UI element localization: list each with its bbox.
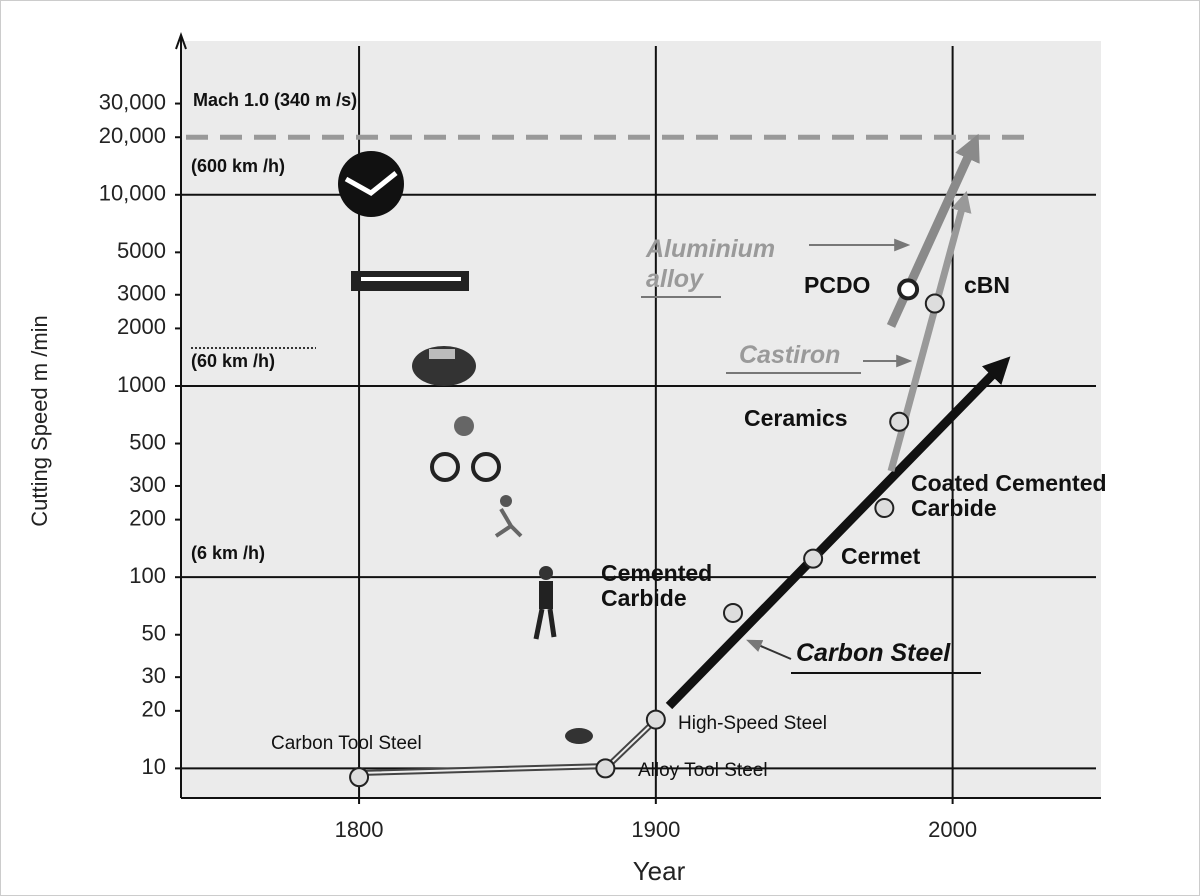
annotation: Carbon Steel xyxy=(796,640,950,668)
y-tick-label: 50 xyxy=(142,621,166,646)
point xyxy=(926,295,944,313)
point xyxy=(804,550,822,568)
y-tick-label: 20,000 xyxy=(99,123,166,148)
annotation: Castiron xyxy=(739,342,840,370)
point-label: Carbon Tool Steel xyxy=(271,734,422,755)
y-tick-label: 5000 xyxy=(117,238,166,263)
y-tick-label: 300 xyxy=(129,472,166,497)
y-tick-label: 500 xyxy=(129,429,166,454)
point xyxy=(647,711,665,729)
y-tick-label: 3000 xyxy=(117,281,166,306)
point xyxy=(350,768,368,786)
y-tick-label: 30 xyxy=(142,663,166,688)
point xyxy=(596,759,614,777)
y-tick-label: 10,000 xyxy=(99,181,166,206)
x-tick-label: 2000 xyxy=(928,817,977,842)
point-label: Alloy Tool Steel xyxy=(638,761,768,782)
plot-area xyxy=(181,41,1101,798)
annotation: (6 km /h) xyxy=(191,544,265,564)
point-label: PCDO xyxy=(804,273,870,298)
x-axis-label: Year xyxy=(633,856,686,886)
annotation: (600 km /h) xyxy=(191,157,285,177)
point xyxy=(899,280,917,298)
plot: Year Cutting Speed m /min 10 20 30 50 100 200… xyxy=(1,1,1199,895)
annotation: Aluminium alloy xyxy=(646,234,796,294)
point-label: cBN xyxy=(964,273,1010,298)
y-tick-label: 20 xyxy=(142,697,166,722)
point-label: High-Speed Steel xyxy=(678,714,827,735)
point xyxy=(875,499,893,517)
point-label: Cermet xyxy=(841,544,920,569)
y-tick-label: 30,000 xyxy=(99,89,166,114)
point-label: Ceramics xyxy=(744,406,848,431)
y-tick-label: 100 xyxy=(129,563,166,588)
y-tick-label: 2000 xyxy=(117,314,166,339)
annotation: (60 km /h) xyxy=(191,352,275,372)
y-tick-label: 200 xyxy=(129,505,166,530)
x-tick-label: 1900 xyxy=(631,817,680,842)
point-label: Coated Cemented Carbide xyxy=(911,471,1181,522)
y-tick-label: 10 xyxy=(142,754,166,779)
point xyxy=(890,413,908,431)
x-tick-label: 1800 xyxy=(335,817,384,842)
point-label: Cemented Carbide xyxy=(601,561,751,612)
reference-label: Mach 1.0 (340 m /s) xyxy=(193,91,357,111)
y-axis-label: Cutting Speed m /min xyxy=(27,315,52,527)
chart: Year Cutting Speed m /min 10 20 30 50 100 200… xyxy=(0,0,1200,896)
y-tick-label: 1000 xyxy=(117,372,166,397)
